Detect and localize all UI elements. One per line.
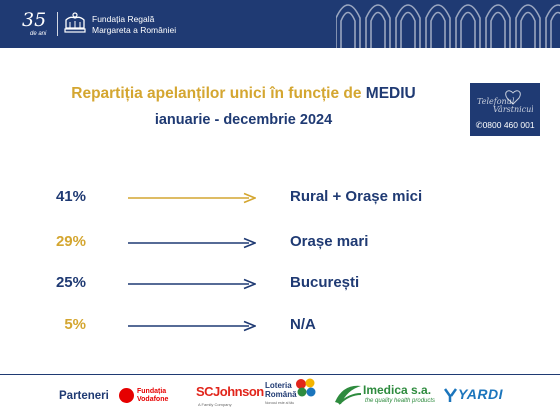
helpline-logo: Telefonul Vârstnicului [477, 90, 533, 114]
phone-icon: ✆ [475, 120, 483, 130]
loteria-sub: Norocul este al tău [265, 401, 295, 405]
partners-label: Parteneri [59, 390, 109, 402]
loteria-balls-icon [296, 378, 316, 397]
helpline-number: ✆0800 460 001 [470, 120, 540, 131]
arrow-right-icon [128, 278, 256, 290]
vodafone-text-line2: Vodafone [137, 396, 169, 403]
yardi-mark-icon [444, 388, 458, 402]
row-label: Rural + Orașe mici [290, 188, 423, 205]
footer-divider [0, 374, 560, 375]
arrow-head [243, 192, 256, 204]
vodafone-icon [119, 388, 134, 403]
scjohnson-text: SCJohnson [196, 384, 264, 399]
slide-title-highlight: MEDIU [365, 85, 416, 102]
partner-vodafone-logo: Fundația Vodafone [119, 384, 177, 410]
header-divider [57, 12, 58, 36]
anniversary-number: 35 [22, 9, 47, 31]
list-item: 5% N/A [0, 316, 560, 338]
helpline-card: Telefonul Vârstnicului ✆0800 460 001 [470, 83, 540, 136]
row-percent: 29% [55, 233, 86, 250]
scjohnson-sub: A Family Company [198, 402, 232, 407]
arrow-right-icon [128, 237, 256, 249]
header-arches-pattern [336, 4, 560, 48]
imedica-swoosh-icon [335, 385, 362, 405]
row-label: Orașe mari [290, 233, 369, 250]
arrow-head [243, 237, 256, 249]
partner-loteria-logo: Loteria Română Norocul este al tău [265, 378, 321, 412]
imedica-text: Imedica s.a. [363, 383, 432, 397]
loteria-text: Loteria Română [265, 381, 297, 399]
helpline-number-text: 0800 460 001 [482, 120, 535, 130]
loteria-text-line2: Română [265, 390, 297, 399]
row-percent: 25% [55, 274, 86, 291]
list-item: 29% Orașe mari [0, 233, 560, 255]
vodafone-text-line1: Fundația [137, 388, 167, 395]
row-label: București [290, 274, 360, 291]
slide-title: Repartiția apelanților unici în funcție … [0, 85, 487, 103]
partner-yardi-logo: YARDI [444, 385, 516, 407]
slide-title-prefix: Repartiția apelanților unici în funcție … [71, 85, 366, 102]
anniversary-sub: de ani [30, 31, 47, 37]
header-bar: 35 de ani Fundația Regală Margareta a Ro… [0, 0, 560, 48]
yardi-text: YARDI [458, 386, 504, 402]
org-name-line1: Fundația Regală [92, 14, 155, 24]
row-percent: 41% [55, 188, 86, 205]
crown-icon [64, 12, 86, 33]
org-name-line2: Margareta a României [92, 25, 177, 35]
loteria-text-line1: Loteria [265, 381, 292, 390]
partner-scjohnson-logo: SCJohnson A Family Company [196, 382, 264, 412]
list-item: 41% Rural + Orașe mici [0, 188, 560, 210]
partner-imedica-logo: Imedica s.a. the quality health products [333, 380, 435, 410]
row-percent: 5% [64, 316, 86, 333]
org-name: Fundația Regală Margareta a României [92, 14, 176, 36]
arrow-right-icon [128, 192, 256, 204]
imedica-sub: the quality health products [365, 398, 436, 404]
arrow-head [243, 278, 256, 290]
slide-subtitle: ianuarie - decembrie 2024 [154, 112, 333, 128]
arrow-head [243, 320, 256, 332]
vodafone-text: Fundația Vodafone [137, 388, 168, 404]
list-item: 25% București [0, 274, 560, 296]
row-label: N/A [290, 316, 316, 333]
anniversary-logo: 35 de ani [22, 8, 52, 40]
arrow-right-icon [128, 320, 256, 332]
helpline-logo-line1: Telefonul [477, 97, 515, 106]
helpline-logo-line2: Vârstnicului [493, 105, 533, 114]
